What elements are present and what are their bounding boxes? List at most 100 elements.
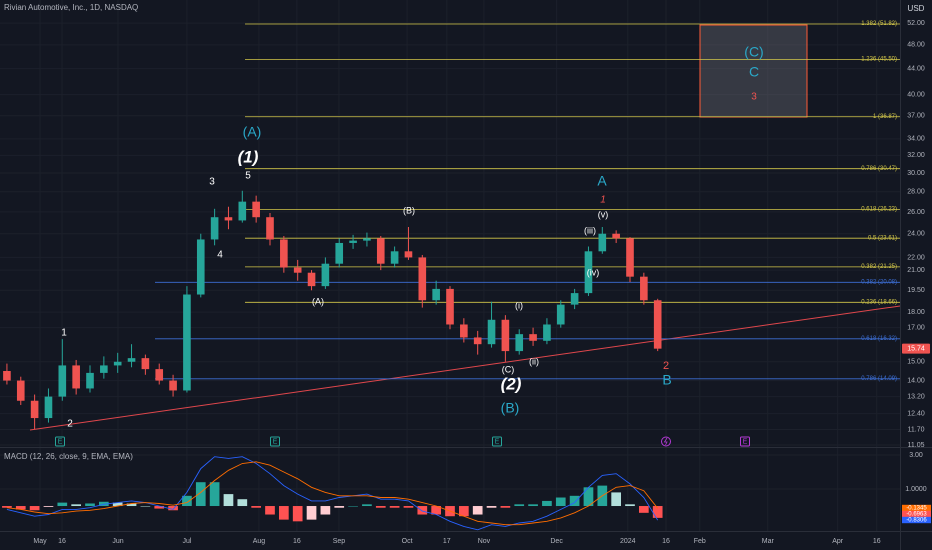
y-tick-label: 48.00 — [907, 42, 925, 49]
macd-line — [6, 456, 659, 531]
wave-label: 4 — [217, 250, 223, 261]
y-tick-label: 13.20 — [907, 393, 925, 400]
histogram-bar — [389, 506, 400, 508]
histogram-bar — [29, 506, 40, 511]
candle-body — [16, 380, 25, 401]
wave-labels: 12345(1)(A)(A)(B)(C)(2)(B)(i)(ii)(iii)(i… — [55, 44, 764, 447]
level-label: 0.786 (30.47) — [861, 166, 897, 172]
y-tick-label: 52.00 — [907, 20, 925, 27]
value-box — [902, 510, 931, 518]
histogram-bar — [403, 506, 414, 508]
histogram-bar — [569, 495, 580, 507]
candle-body — [238, 201, 247, 221]
histogram-bar — [168, 506, 178, 511]
histogram-bar — [195, 482, 206, 507]
x-tick-label: Dec — [550, 538, 563, 545]
histogram-bar — [43, 506, 54, 507]
candle-body — [293, 267, 302, 273]
event-label: E — [58, 439, 63, 446]
candle-body — [584, 251, 593, 294]
level-label: 0.382 (21.25) — [861, 264, 897, 270]
candle-body — [196, 239, 205, 295]
histogram-bar — [237, 499, 248, 507]
histogram-bar — [85, 503, 95, 507]
y-tick-label: 15.00 — [907, 359, 925, 366]
wave-label: A — [597, 173, 607, 189]
x-tick-label: 16 — [58, 538, 66, 545]
y-tick-label: 11.05 — [908, 442, 925, 449]
histogram-bar — [209, 482, 220, 507]
histogram-bar — [431, 506, 441, 515]
wave-label: 1 — [61, 328, 67, 339]
level-label: 0.786 (14.09) — [861, 376, 897, 382]
candle-body — [543, 324, 551, 341]
histogram-bar — [265, 506, 275, 515]
x-tick-label: Apr — [832, 538, 844, 545]
histogram-bar — [112, 502, 123, 507]
last-price-label: 15.74 — [907, 345, 925, 352]
event-icon — [55, 436, 65, 447]
currency[interactable]: USD — [908, 4, 925, 13]
level-label: 1.236 (45.50) — [861, 57, 897, 63]
level-label: 0.5 (23.61) — [868, 235, 897, 241]
histogram-bar — [514, 504, 525, 507]
histogram-bar — [555, 497, 566, 507]
histogram-bar — [223, 494, 234, 507]
histogram-bar — [362, 504, 372, 507]
x-tick-label: May — [33, 538, 47, 545]
candle-body — [349, 240, 357, 243]
candle-body — [404, 251, 413, 258]
wave-label: B — [662, 372, 671, 388]
candle-body — [487, 319, 496, 345]
histogram-bar — [611, 492, 621, 507]
candle-body — [183, 294, 191, 391]
candle-body — [432, 288, 440, 301]
histogram-bar — [472, 506, 483, 515]
candle-body — [418, 257, 427, 301]
candle-body — [210, 217, 219, 240]
y-tick-label: 21.00 — [907, 267, 925, 274]
y-tick-label: 34.00 — [907, 136, 925, 143]
wave-label: 2 — [67, 419, 73, 430]
x-tick-label: Jun — [112, 538, 123, 545]
candle-body — [44, 396, 53, 419]
candle-body — [30, 400, 39, 419]
wave-label: (B) — [501, 400, 520, 416]
y-tick-label: 17.00 — [907, 325, 925, 332]
event-label: E — [495, 439, 500, 446]
y-tick-label: 22.00 — [907, 254, 925, 261]
value-box — [902, 516, 931, 524]
symbol-title: Rivian Automotive, Inc., 1D, NASDAQ — [4, 3, 138, 12]
wave-label: (B) — [403, 205, 415, 215]
candle-body — [473, 337, 482, 345]
candle-body — [390, 251, 399, 264]
candle-body — [155, 369, 164, 381]
wave-label: (iv) — [587, 267, 600, 277]
y-tick-label: 32.00 — [907, 152, 925, 159]
wave-label: (v) — [598, 209, 609, 219]
level-label: 0.236 (18.66) — [861, 299, 897, 305]
candle-body — [612, 233, 620, 239]
histogram-bar — [348, 506, 358, 507]
candle-body — [58, 365, 67, 397]
x-tick-label: Sep — [333, 538, 346, 545]
trend-line — [29, 305, 901, 431]
histogram-bar — [583, 487, 594, 507]
x-tick-label: 16 — [873, 538, 881, 545]
event-label: E — [743, 439, 748, 446]
x-tick-label: 16 — [293, 538, 301, 545]
histogram-bar — [334, 506, 345, 508]
y-tick-label: 1.0000 — [905, 486, 927, 493]
x-tick-label: Mar — [762, 538, 775, 545]
macd-pane — [2, 456, 663, 531]
wave-label: (A) — [243, 124, 262, 140]
x-tick-label: Nov — [478, 538, 491, 545]
candle-body — [515, 334, 524, 352]
level-label: 0.618 (26.23) — [861, 207, 897, 213]
wave-label: 1 — [600, 195, 606, 206]
candle-body — [640, 276, 648, 301]
candle-body — [529, 334, 537, 341]
wave-label: (C) — [502, 364, 515, 374]
